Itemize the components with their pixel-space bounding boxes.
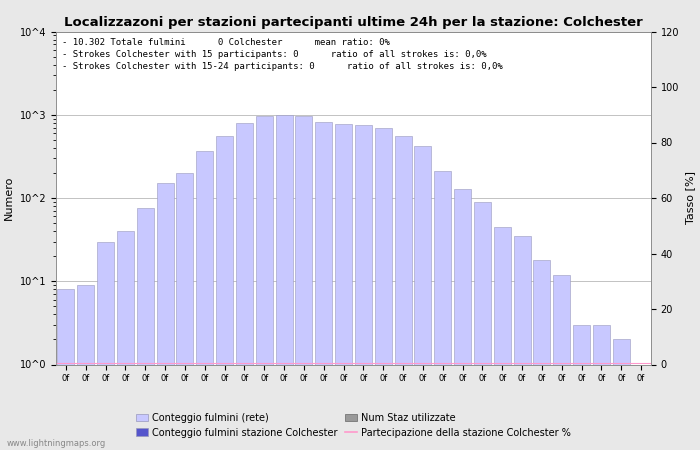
Bar xyxy=(136,208,154,450)
Bar xyxy=(474,202,491,450)
Bar xyxy=(514,236,531,450)
Bar xyxy=(196,151,214,450)
Bar xyxy=(494,227,511,450)
Bar xyxy=(57,289,74,450)
Bar xyxy=(533,260,550,450)
Bar xyxy=(633,364,650,450)
Bar xyxy=(612,339,630,450)
Bar xyxy=(117,231,134,450)
Bar xyxy=(434,171,452,450)
Bar xyxy=(374,128,392,450)
Y-axis label: Numero: Numero xyxy=(4,176,14,220)
Bar xyxy=(593,325,610,450)
Bar xyxy=(553,274,570,450)
Bar xyxy=(176,173,193,450)
Text: www.lightningmaps.org: www.lightningmaps.org xyxy=(7,439,106,448)
Bar xyxy=(395,136,412,450)
Bar xyxy=(276,116,293,450)
Text: - 10.302 Totale fulmini      0 Colchester      mean ratio: 0%
- Strokes Colchest: - 10.302 Totale fulmini 0 Colchester mea… xyxy=(62,38,503,71)
Bar xyxy=(216,136,233,450)
Bar xyxy=(157,183,174,450)
Bar xyxy=(414,146,431,450)
Title: Localizzazoni per stazioni partecipanti ultime 24h per la stazione: Colchester: Localizzazoni per stazioni partecipanti … xyxy=(64,16,643,29)
Bar xyxy=(355,125,372,450)
Bar xyxy=(236,123,253,450)
Bar xyxy=(315,122,332,450)
Bar xyxy=(77,285,94,450)
Bar xyxy=(335,124,352,450)
Bar xyxy=(295,116,312,450)
Y-axis label: Tasso [%]: Tasso [%] xyxy=(685,171,695,225)
Bar xyxy=(256,116,273,450)
Bar xyxy=(454,189,471,450)
Bar xyxy=(97,242,114,450)
Bar xyxy=(573,325,590,450)
Legend: Conteggio fulmini (rete), Conteggio fulmini stazione Colchester, Num Staz utiliz: Conteggio fulmini (rete), Conteggio fulm… xyxy=(136,413,570,437)
